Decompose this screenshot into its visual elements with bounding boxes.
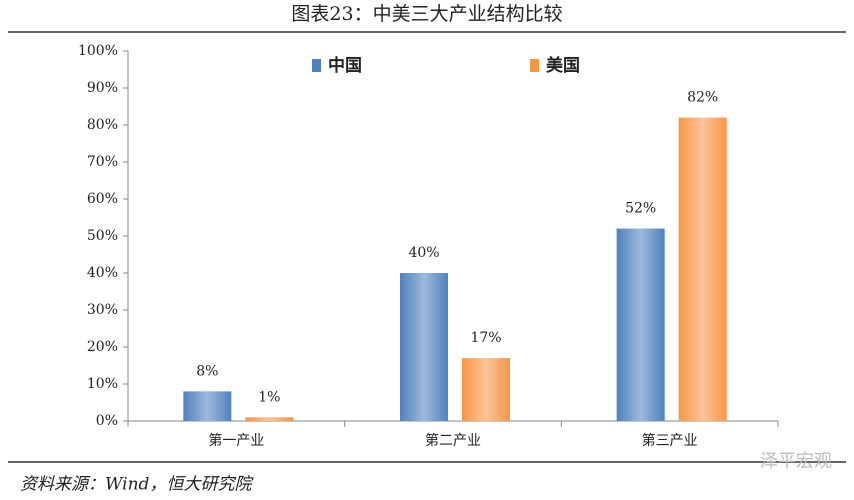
value-label: 8% bbox=[196, 363, 218, 379]
bar-shine bbox=[183, 391, 232, 421]
y-tick-label: 20% bbox=[87, 339, 118, 355]
bar-shine bbox=[616, 228, 665, 421]
chart-title: 图表23：中美三大产业结构比较 bbox=[291, 3, 562, 25]
legend-label: 中国 bbox=[328, 55, 362, 76]
watermark: 泽平宏观 bbox=[760, 451, 832, 472]
y-tick-label: 10% bbox=[87, 376, 118, 392]
y-tick-label: 0% bbox=[96, 413, 118, 429]
bar-shine bbox=[678, 117, 727, 421]
value-label: 52% bbox=[625, 201, 656, 217]
bar-shine bbox=[400, 273, 448, 421]
bar-shine bbox=[245, 417, 294, 421]
value-label: 17% bbox=[470, 330, 501, 346]
legend-swatch bbox=[312, 59, 321, 72]
legend-label: 美国 bbox=[546, 55, 580, 76]
source: 资料来源：Wind，恒大研究院 bbox=[20, 475, 254, 495]
x-tick-label: 第一产业 bbox=[208, 432, 264, 449]
value-label: 82% bbox=[687, 90, 718, 106]
y-tick-label: 100% bbox=[78, 43, 118, 59]
y-tick-label: 80% bbox=[87, 117, 118, 133]
value-label: 1% bbox=[258, 389, 280, 405]
y-tick-label: 60% bbox=[87, 191, 118, 207]
y-tick-label: 30% bbox=[87, 302, 118, 318]
legend-swatch bbox=[530, 59, 539, 72]
x-tick-label: 第三产业 bbox=[642, 432, 698, 449]
y-tick-label: 40% bbox=[87, 265, 118, 281]
y-tick-label: 90% bbox=[87, 80, 118, 96]
y-tick-label: 50% bbox=[87, 228, 118, 244]
bar-shine bbox=[462, 358, 510, 421]
value-label: 40% bbox=[408, 245, 439, 261]
x-tick-label: 第二产业 bbox=[425, 432, 481, 449]
y-tick-label: 70% bbox=[87, 154, 118, 170]
